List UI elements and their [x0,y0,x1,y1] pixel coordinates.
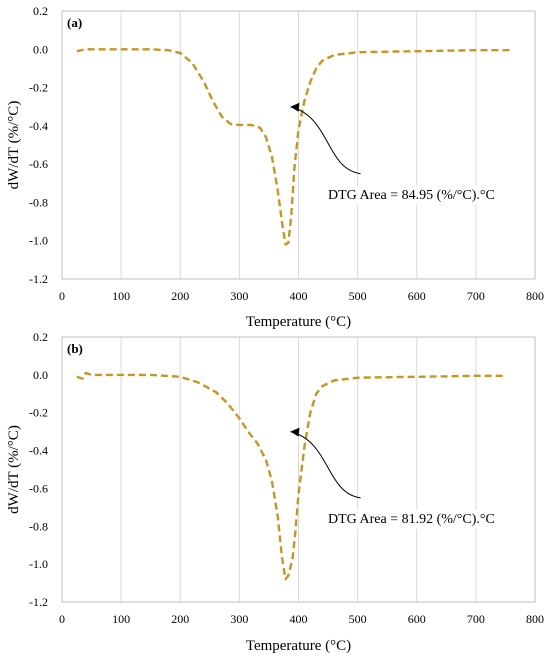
series-line [76,48,512,246]
y-tick-label: 0.2 [33,4,48,18]
y-tick-label: -0.2 [29,81,48,95]
series-line [76,371,506,581]
y-tick-label: -0.6 [29,481,48,495]
y-tick-label: 0.0 [33,368,48,382]
annotation-label: DTG Area = 81.92 (%/°C).°C [328,512,495,527]
x-tick-label: 0 [59,612,65,626]
x-tick-label: 0 [59,289,65,303]
y-tick-label: -1.0 [29,234,48,248]
annotation-arrowhead [290,102,300,112]
annotation-box [325,510,498,529]
y-tick-label: -1.2 [29,595,48,609]
annotation-arrowhead [290,427,300,437]
x-tick-label: 200 [171,612,189,626]
y-tick-label: -1.0 [29,557,48,571]
y-tick-label: -1.2 [29,272,48,286]
chart-panel-1: 0 100 200 300 400 500 600 700 800 0.2 0.0 -0.2 -0.4 -… [6,4,544,330]
x-tick-label: 600 [408,289,426,303]
x-tick-label: 700 [467,612,485,626]
x-tick-label: 200 [171,289,189,303]
x-tick-label: 300 [230,612,248,626]
x-axis-title: Temperature (°C) [246,638,351,654]
x-tick-label: 300 [230,289,248,303]
x-tick-label: 500 [349,289,367,303]
plot-frame [61,336,536,603]
y-axis-title: dW/dT (%/°C) [6,101,22,190]
x-tick-label: 600 [408,612,426,626]
x-tick-label: 400 [290,612,308,626]
y-axis-title: dW/dT (%/°C) [6,425,22,514]
x-tick-label: 800 [526,612,544,626]
y-tick-label: 0.0 [33,42,48,56]
annotation-label: DTG Area = 84.95 (%/°C).°C [328,188,495,203]
panel-label: (b) [67,341,83,356]
y-tick-label: -0.4 [29,119,48,133]
panel-label: (a) [67,15,82,30]
x-tick-label: 500 [349,612,367,626]
chart-panel-2: 0 100 200 300 400 500 600 700 800 0.2 0.0 -0.2 -0.4 -… [6,330,544,654]
x-tick-label: 100 [112,612,130,626]
y-tick-label: 0.2 [33,330,48,344]
y-tick-label: -0.6 [29,157,48,171]
plot-frame [61,10,536,280]
x-tick-label: 400 [290,289,308,303]
annotation-arrow [290,431,361,499]
y-tick-label: -0.4 [29,444,48,458]
y-tick-label: -0.8 [29,195,48,209]
x-tick-label: 800 [526,289,544,303]
annotation-box [325,186,498,205]
x-tick-label: 700 [467,289,485,303]
x-tick-label: 100 [112,289,130,303]
y-tick-label: -0.8 [29,519,48,533]
x-axis-title: Temperature (°C) [246,314,351,330]
y-tick-label: -0.2 [29,406,48,420]
annotation-arrow [290,106,361,175]
